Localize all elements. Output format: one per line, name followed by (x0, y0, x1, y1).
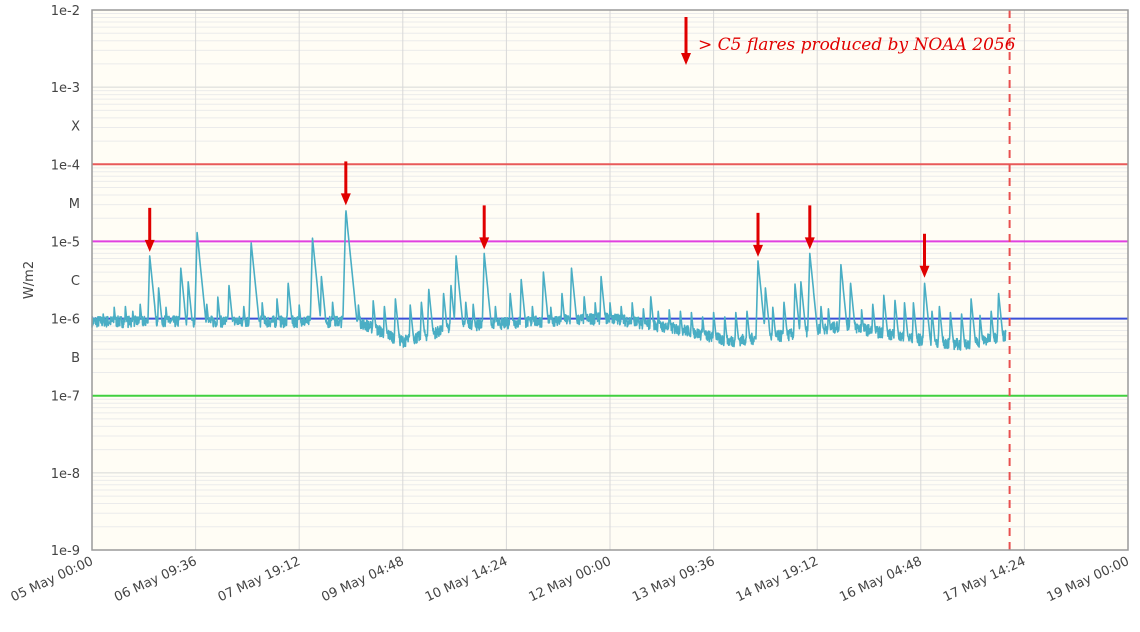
legend: > C5 flares produced by NOAA 2056 (681, 17, 1016, 65)
x-tick-label: 09 May 04:48 (319, 554, 406, 605)
flux-series-line (91, 210, 1007, 351)
legend-arrow-head (681, 53, 691, 65)
y-tick-label: M (69, 197, 80, 212)
y-tick-label: 1e-2 (51, 4, 80, 19)
legend-label: > C5 flares produced by NOAA 2056 (698, 35, 1016, 55)
flare-arrow (144, 207, 155, 252)
flare-arrow-head (340, 193, 351, 206)
flare-markers (144, 161, 930, 278)
y-axis-title: W/m2 (22, 261, 37, 299)
flare-arrow-head (479, 237, 490, 250)
x-tick-label: 16 May 04:48 (837, 554, 924, 605)
series-layer (91, 210, 1007, 351)
x-tick-label: 12 May 00:00 (527, 554, 614, 605)
flare-arrow (753, 212, 763, 257)
y-tick-label: 1e-9 (51, 544, 80, 559)
y-tick-label: C (71, 274, 80, 289)
x-tick-label: 17 May 14:24 (941, 554, 1028, 605)
flare-arrow (919, 233, 930, 278)
x-tick-label: 13 May 09:36 (630, 554, 717, 605)
flare-arrow (804, 205, 815, 250)
x-tick-label: 07 May 19:12 (216, 554, 303, 605)
y-tick-label: 1e-3 (51, 81, 80, 96)
y-axis-ticks: 1e-9 1e-8 1e-7 B 1e-6 C 1e-5 M 1e-4 X 1e-3 1e-2 (51, 4, 80, 559)
y-tick-label: 1e-8 (51, 467, 80, 482)
flare-arrow (479, 205, 490, 250)
y-tick-label: B (71, 351, 80, 366)
y-tick-label: 1e-7 (51, 390, 80, 405)
y-tick-label: 1e-4 (51, 158, 80, 173)
flare-arrow-head (804, 237, 815, 250)
x-tick-label: 14 May 19:12 (734, 554, 821, 605)
y-tick-label: X (71, 120, 80, 135)
x-tick-label: 10 May 14:24 (423, 554, 510, 605)
x-tick-label: 19 May 00:00 (1045, 554, 1132, 605)
y-tick-label: 1e-5 (51, 235, 80, 250)
y-tick-label: 1e-6 (51, 313, 80, 328)
flare-arrow-head (919, 265, 930, 278)
plot-frame (91, 9, 1129, 551)
x-tick-label: 06 May 09:36 (112, 554, 199, 605)
x-axis-ticks: 05 May 00:00 06 May 09:36 07 May 19:12 09 M… (9, 554, 1132, 605)
flare-arrow-head (144, 239, 155, 252)
flare-arrow-head (753, 244, 763, 257)
x-tick-label: 05 May 00:00 (9, 554, 96, 605)
flare-arrow (340, 161, 351, 206)
